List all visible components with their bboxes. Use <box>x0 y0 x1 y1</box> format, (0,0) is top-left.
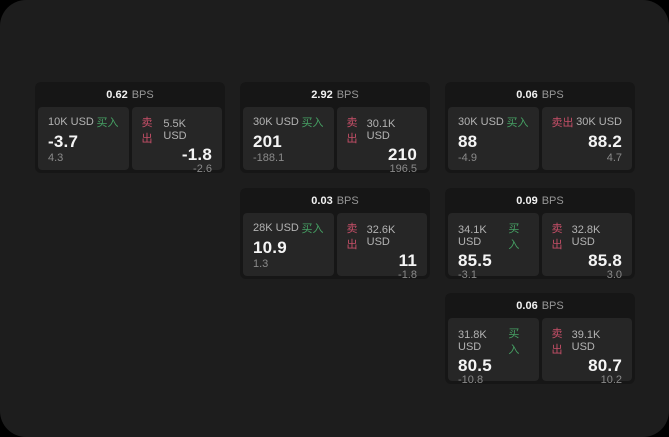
sell-price: 88.2 <box>588 131 622 151</box>
bps-unit-label: BPS <box>541 299 564 312</box>
sell-price: 11 <box>398 251 417 270</box>
sell-price: 80.7 <box>588 356 622 375</box>
sell-panel[interactable]: 卖出 5.5K USD -1.8 -2.6 <box>131 107 222 175</box>
sell-panel[interactable]: 卖出 39.1K USD 80.7 10.2 <box>541 318 632 386</box>
bps-value: 0.03 <box>311 194 333 207</box>
sell-side-label: 卖出 <box>551 223 563 251</box>
card-header: 0.62 BPS <box>38 82 222 107</box>
sell-price: 85.8 <box>588 251 622 270</box>
buy-side-label: 买入 <box>508 223 520 251</box>
sell-price: -1.8 <box>181 145 212 164</box>
bps-value: 0.06 <box>516 88 538 101</box>
card-header: 2.92 BPS <box>243 82 427 107</box>
sell-panel[interactable]: 卖出 32.6K USD 11 -1.8 <box>336 213 427 281</box>
buy-side-label: 买入 <box>506 117 529 129</box>
buy-price: 201 <box>253 131 282 151</box>
sell-panel[interactable]: 卖出 32.8K USD 85.8 3.0 <box>541 213 632 281</box>
sell-price: 210 <box>388 145 417 164</box>
quote-card-2: 2.92 BPS 30K USD 买入 201 -188.1 卖出 30.1K … <box>240 82 430 175</box>
quote-card-5: 0.09 BPS 34.1K USD 买入 85.5 -3.1 卖出 32.8K… <box>445 188 635 281</box>
buy-amount: 30K USD <box>253 116 299 128</box>
card-header: 0.06 BPS <box>448 82 632 107</box>
buy-delta: -10.8 <box>458 374 484 386</box>
bps-value: 0.62 <box>106 88 128 101</box>
quote-card-6: 0.06 BPS 31.8K USD 买入 80.5 -10.8 卖出 39.1… <box>445 293 635 386</box>
card-header: 0.03 BPS <box>243 188 427 213</box>
buy-side-label: 买入 <box>508 328 520 356</box>
sell-side-label: 卖出 <box>551 328 563 356</box>
quote-card-1: 0.62 BPS 10K USD 买入 -3.7 4.3 卖出 5.5K USD… <box>35 82 225 175</box>
bps-unit-label: BPS <box>541 88 564 101</box>
sell-delta: 3.0 <box>606 269 622 281</box>
card-header: 0.09 BPS <box>448 188 632 213</box>
buy-price: 80.5 <box>458 356 492 375</box>
quote-card-3: 0.06 BPS 30K USD 买入 88 -4.9 卖出 30K USD 8… <box>445 82 635 173</box>
bps-value: 0.09 <box>516 194 538 207</box>
sell-side-label: 卖出 <box>346 223 358 251</box>
buy-delta: 4.3 <box>48 152 64 164</box>
buy-delta: -188.1 <box>253 152 285 164</box>
buy-panel[interactable]: 10K USD 买入 -3.7 4.3 <box>38 107 129 170</box>
bps-unit-label: BPS <box>336 88 359 101</box>
buy-amount: 10K USD <box>48 116 94 128</box>
sell-panel[interactable]: 卖出 30.1K USD 210 196.5 <box>336 107 427 175</box>
bps-value: 2.92 <box>311 88 333 101</box>
card-header: 0.06 BPS <box>448 293 632 318</box>
sell-amount: 32.8K USD <box>571 224 601 248</box>
sell-amount: 32.6K USD <box>366 224 396 248</box>
sell-amount: 5.5K USD <box>163 118 187 142</box>
buy-amount: 31.8K USD <box>458 329 487 353</box>
buy-price: 88 <box>458 131 478 151</box>
sell-delta: -2.6 <box>193 163 212 175</box>
buy-amount: 30K USD <box>458 116 504 128</box>
bps-unit-label: BPS <box>336 194 359 207</box>
buy-side-label: 买入 <box>301 223 324 235</box>
buy-panel[interactable]: 30K USD 买入 88 -4.9 <box>448 107 539 170</box>
sell-delta: -1.8 <box>398 269 417 281</box>
buy-delta: 1.3 <box>253 258 269 270</box>
buy-panel[interactable]: 30K USD 买入 201 -188.1 <box>243 107 334 170</box>
bps-value: 0.06 <box>516 299 538 312</box>
sell-side-label: 卖出 <box>551 117 574 129</box>
buy-panel[interactable]: 31.8K USD 买入 80.5 -10.8 <box>448 318 539 386</box>
sell-amount: 30.1K USD <box>366 118 396 142</box>
bps-unit-label: BPS <box>541 194 564 207</box>
buy-side-label: 买入 <box>96 117 119 129</box>
buy-amount: 34.1K USD <box>458 224 487 248</box>
sell-delta: 4.7 <box>606 152 622 164</box>
buy-side-label: 买入 <box>301 117 324 129</box>
sell-side-label: 卖出 <box>346 117 358 145</box>
buy-panel[interactable]: 34.1K USD 买入 85.5 -3.1 <box>448 213 539 281</box>
sell-side-label: 卖出 <box>141 117 153 145</box>
sell-amount: 30K USD <box>576 116 622 128</box>
buy-price: 10.9 <box>253 237 287 257</box>
buy-amount: 28K USD <box>253 222 299 234</box>
buy-panel[interactable]: 28K USD 买入 10.9 1.3 <box>243 213 334 276</box>
buy-delta: -3.1 <box>458 269 477 281</box>
quote-card-4: 0.03 BPS 28K USD 买入 10.9 1.3 卖出 32.6K US… <box>240 188 430 281</box>
bps-unit-label: BPS <box>131 88 154 101</box>
sell-delta: 10.2 <box>600 374 622 386</box>
buy-delta: -4.9 <box>458 152 477 164</box>
sell-panel[interactable]: 卖出 30K USD 88.2 4.7 <box>541 107 632 170</box>
buy-price: -3.7 <box>48 131 79 151</box>
sell-delta: 196.5 <box>389 163 417 175</box>
sell-amount: 39.1K USD <box>571 329 601 353</box>
buy-price: 85.5 <box>458 251 492 270</box>
